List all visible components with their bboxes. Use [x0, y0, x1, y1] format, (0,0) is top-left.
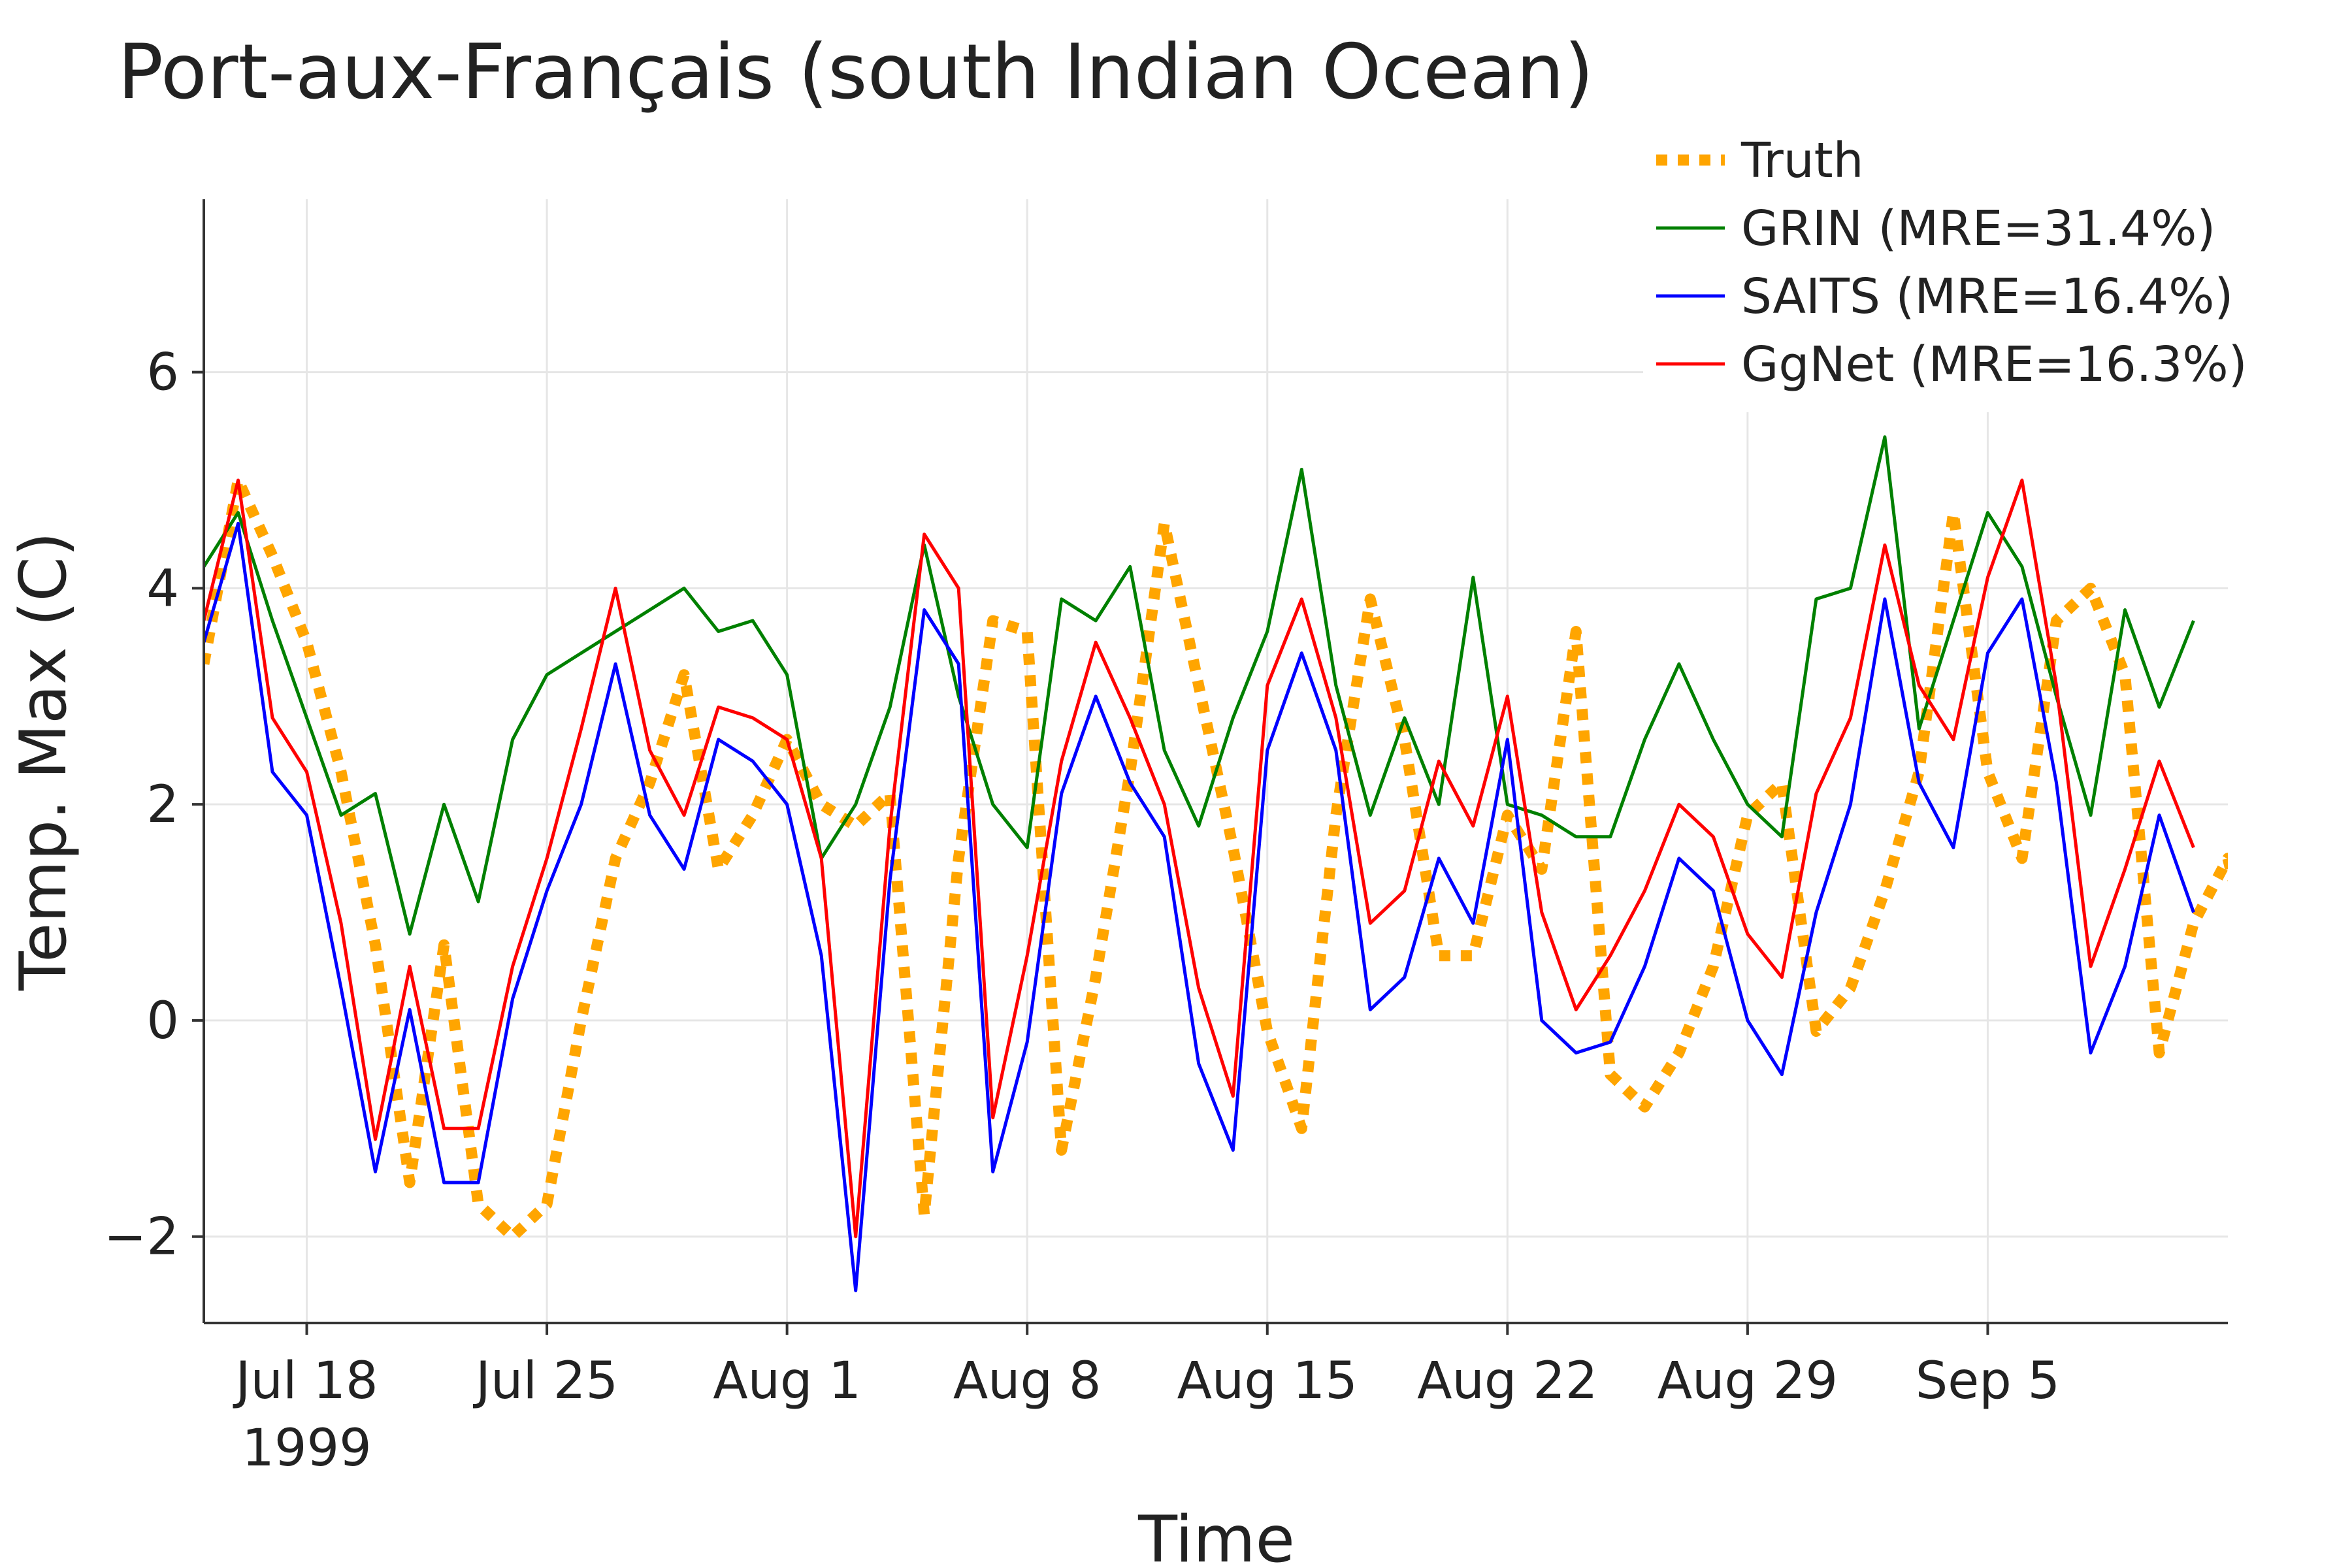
x-axis-title: Time — [1137, 1503, 1295, 1568]
x-tick-sublabel: 1999 — [242, 1419, 372, 1478]
y-tick-label: 6 — [146, 344, 179, 402]
y-tick-label: 4 — [146, 559, 179, 618]
x-tick-label: Aug 29 — [1658, 1352, 1838, 1411]
x-tick-label: Jul 18 — [232, 1352, 378, 1411]
y-axis-title: Temp. Max (C) — [7, 532, 81, 991]
axes — [203, 199, 2228, 1324]
x-tick-label: Aug 1 — [713, 1352, 861, 1411]
y-ticks: −2 0 2 4 6 — [104, 344, 204, 1267]
x-tick-label: Sep 5 — [1916, 1352, 2060, 1411]
series-line-truth — [204, 474, 2228, 1243]
legend-label: SAITS (MRE=16.4%) — [1741, 269, 2233, 325]
series-layer — [204, 435, 2228, 1292]
legend-label: GRIN (MRE=31.4%) — [1741, 201, 2215, 257]
y-tick-label: −2 — [104, 1208, 179, 1267]
series-line-ggnet — [204, 478, 2195, 1239]
legend-label: Truth — [1740, 133, 1864, 189]
y-tick-label: 0 — [146, 992, 179, 1051]
legend: Truth GRIN (MRE=31.4%) SAITS (MRE=16.4%) Gg… — [1643, 121, 2247, 412]
series-line-grin — [204, 435, 2195, 936]
x-tick-label: Aug 22 — [1417, 1352, 1597, 1411]
y-tick-label: 2 — [146, 776, 179, 834]
legend-background — [1643, 121, 2231, 412]
x-tick-label: Aug 8 — [953, 1352, 1102, 1411]
series-line-saits — [204, 521, 2195, 1292]
legend-label: GgNet (MRE=16.3%) — [1741, 336, 2247, 393]
x-tick-label: Jul 25 — [472, 1352, 618, 1411]
chart-title: Port-aux-Français (south Indian Ocean) — [118, 28, 1593, 116]
x-ticks: Jul 18 1999 Jul 25 Aug 1 Aug 8 Aug 15 Aug 22 Au… — [232, 1323, 2060, 1478]
x-tick-label: Aug 15 — [1177, 1352, 1358, 1411]
